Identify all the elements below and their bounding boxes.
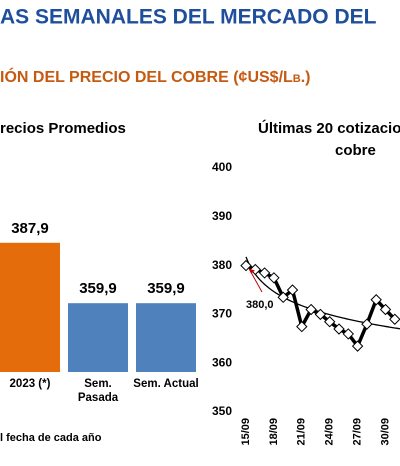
marker (370, 294, 382, 306)
annotation: 380,0 (246, 299, 274, 311)
y-tick-label: 380 (212, 258, 232, 272)
y-tick-label: 390 (212, 209, 232, 223)
x-tick-label: 24/09 (324, 418, 336, 446)
footnote: l fecha de cada año (0, 432, 102, 444)
chart-title: cobre (335, 142, 376, 159)
x-tick-label: 30/09 (379, 418, 391, 446)
y-tick-label: 370 (212, 307, 232, 321)
y-tick-label: 400 (212, 160, 232, 174)
chart-title: recios Promedios (0, 120, 126, 137)
marker (389, 313, 400, 325)
bar (0, 242, 60, 372)
x-tick-label: 27/09 (352, 418, 364, 446)
x-tick-label: Sem. Actual (133, 378, 198, 390)
marker (268, 272, 280, 284)
trend-line (245, 256, 400, 330)
annotation-arrowhead (249, 268, 255, 274)
marker (296, 320, 308, 333)
bar (136, 303, 196, 372)
marker (305, 303, 317, 316)
x-tick-label: 18/09 (268, 418, 280, 446)
marker (314, 308, 327, 321)
marker (277, 291, 289, 304)
value-label: 359,9 (79, 280, 117, 297)
x-tick-label: Sem. Pasada (78, 378, 119, 404)
value-label: 359,9 (147, 280, 185, 297)
marker (240, 259, 252, 272)
page-title: AS SEMANALES DEL MERCADO DEL (0, 6, 377, 29)
bar (68, 303, 128, 372)
chart-title: Últimas 20 cotizacio (258, 119, 400, 137)
x-tick-label: 15/09 (240, 418, 252, 446)
marker (342, 328, 355, 340)
marker (333, 323, 345, 335)
value-label: 387,9 (11, 220, 49, 237)
marker (361, 318, 373, 330)
marker (379, 303, 392, 316)
x-tick-label: 21/09 (296, 418, 308, 446)
marker (323, 316, 336, 328)
marker (258, 267, 271, 279)
y-tick-label: 350 (212, 404, 232, 418)
page-subtitle: IÓN DEL PRECIO DEL COBRE (¢US$/Lb.) (0, 67, 311, 86)
marker (286, 284, 299, 296)
y-tick-label: 360 (212, 355, 232, 369)
x-tick-label: 2023 (*) (10, 378, 51, 390)
marker (351, 340, 364, 352)
